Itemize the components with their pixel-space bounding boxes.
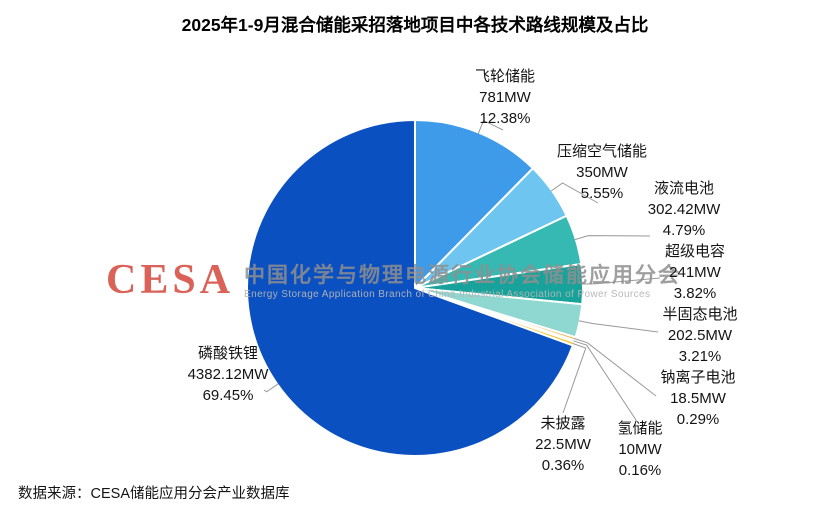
slice-percent: 4.79%	[662, 222, 706, 239]
slice-value: 10MW	[618, 441, 662, 458]
slice-name: 未披露	[540, 415, 586, 432]
slice-value: 22.5MW	[535, 436, 591, 453]
label-supercapacitor: 超级电容 241MW 3.82%	[665, 241, 725, 304]
slice-percent: 0.29%	[676, 411, 720, 428]
label-compressed-air-storage: 压缩空气储能 350MW 5.55%	[557, 141, 647, 204]
slice-value: 18.5MW	[670, 390, 726, 407]
chart-title: 2025年1-9月混合储能采招落地项目中各技术路线规模及占比	[181, 15, 649, 35]
slice-name: 压缩空气储能	[556, 143, 648, 160]
slice-name: 飞轮储能	[474, 68, 536, 85]
label-undisclosed: 未披露 22.5MW 0.36%	[535, 413, 591, 476]
slice-name: 液流电池	[653, 180, 715, 197]
slice-value: 4382.12MW	[187, 366, 269, 383]
slice-percent: 5.55%	[580, 185, 624, 202]
leader-line-4	[578, 320, 659, 333]
slice-name: 氢储能	[617, 420, 663, 437]
slice-percent: 69.45%	[202, 387, 254, 404]
slice-value: 350MW	[576, 164, 628, 181]
leader-line-1	[550, 182, 599, 204]
slice-name: 磷酸铁锂	[197, 345, 258, 362]
leader-line-6	[573, 340, 637, 421]
leader-line-8	[263, 383, 279, 393]
label-semi-solid-battery: 半固态电池 202.5MW 3.21%	[662, 304, 737, 367]
slice-percent: 3.21%	[678, 348, 722, 365]
label-lfp-battery: 磷酸铁锂 4382.12MW 69.45%	[188, 343, 269, 406]
slice-value: 202.5MW	[667, 327, 733, 344]
slice-percent: 3.82%	[673, 285, 717, 302]
slice-percent: 0.16%	[618, 462, 662, 479]
leader-line-5	[574, 338, 657, 397]
data-source: 数据来源：CESA储能应用分会产业数据库	[18, 486, 290, 502]
slice-percent: 0.36%	[541, 457, 585, 474]
slice-name: 钠离子电池	[660, 369, 736, 386]
leader-line-3	[581, 277, 661, 285]
label-hydrogen-storage: 氢储能 10MW 0.16%	[617, 418, 662, 481]
leader-line-2	[574, 235, 651, 241]
label-flow-battery: 液流电池 302.42MW 4.79%	[648, 178, 721, 241]
slice-percent: 12.38%	[479, 110, 531, 127]
slice-name: 半固态电池	[662, 306, 738, 323]
slice-value: 241MW	[669, 264, 721, 281]
slice-name: 超级电容	[664, 243, 726, 260]
slice-value: 781MW	[479, 89, 531, 106]
label-sodium-ion-battery: 钠离子电池 18.5MW 0.29%	[660, 367, 735, 430]
leader-line-7	[562, 342, 587, 414]
leader-line-0	[477, 119, 504, 134]
label-flywheel-storage: 飞轮储能 781MW 12.38%	[475, 66, 535, 129]
slice-value: 302.42MW	[647, 201, 721, 218]
